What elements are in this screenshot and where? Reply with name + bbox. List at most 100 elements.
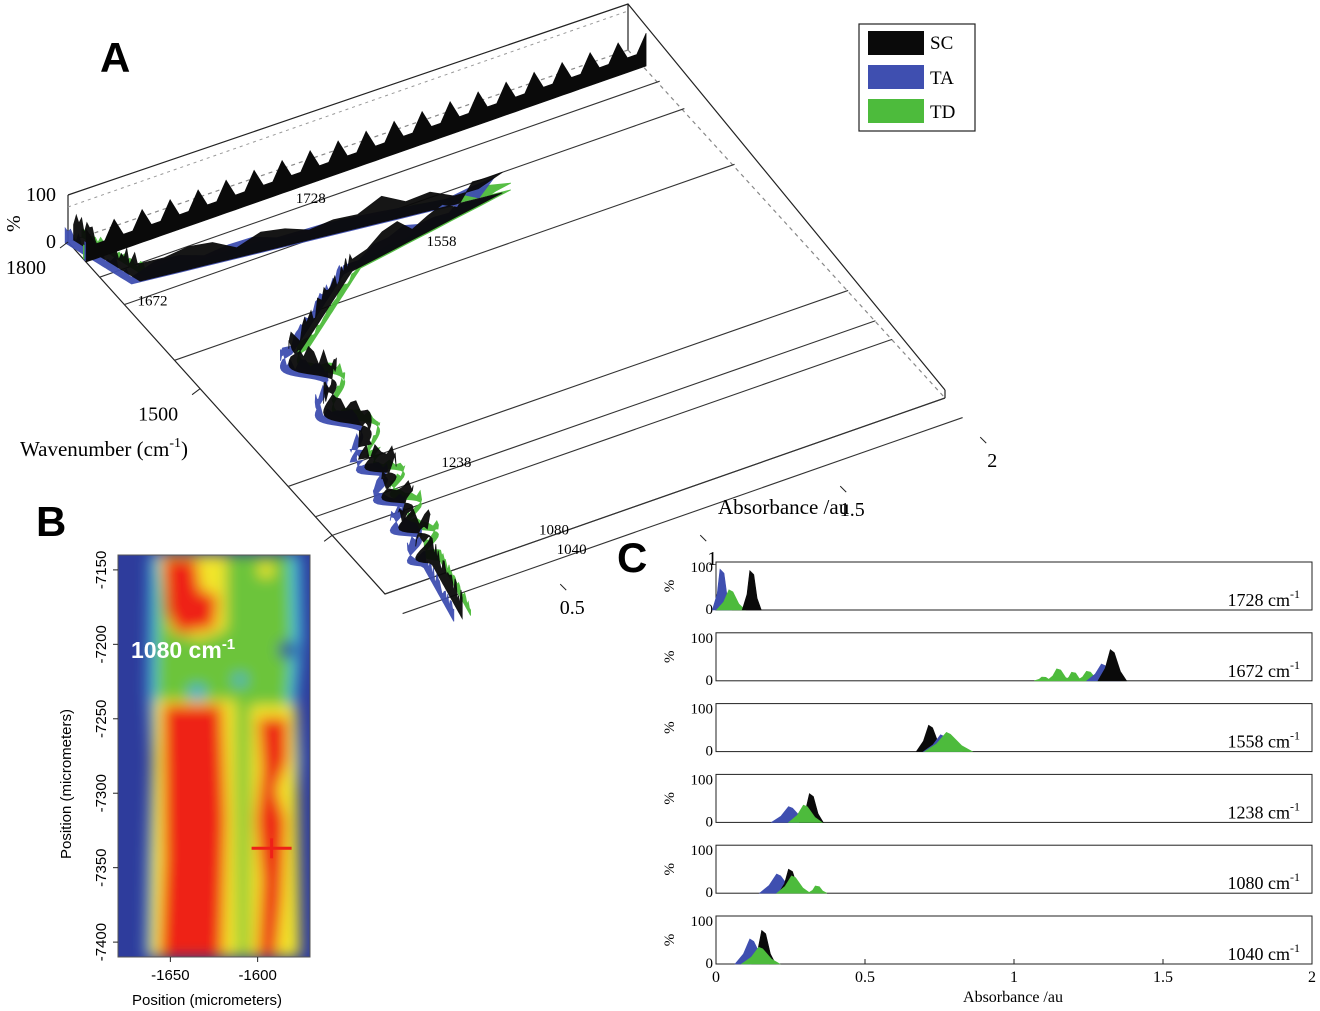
absorbance-tick (699, 534, 707, 542)
absorbance-tick-label: 1 (707, 548, 717, 570)
wavenumber-tick-label: 1500 (138, 404, 178, 426)
panel-c-y-tick-label: 100 (691, 914, 714, 930)
panel-a-peak-labels: 1728 1672 1558 1238 1080 1040 (137, 191, 586, 558)
peak-td (806, 885, 828, 894)
panel-c-row-label: 1040 cm-1 (1228, 941, 1301, 964)
heatmap-y-tick-label: -7150 (93, 551, 110, 589)
panel-c-row-label: 1672 cm-1 (1228, 658, 1301, 681)
heatmap-x-tick-label: -1600 (238, 967, 276, 984)
heatmap-x-axis-label: Position (micrometers) (132, 992, 282, 1009)
panel-c-row: 100 0% 1728 cm-1 (662, 560, 1313, 618)
wavenumber-tick (59, 241, 69, 249)
z-tick-label: 100 (26, 184, 56, 206)
heatmap-y-tick-label: -7400 (93, 923, 110, 961)
heatmap-speckle (234, 674, 246, 686)
absorbance-tick (979, 436, 987, 444)
panel-c-y-axis-label: % (662, 863, 678, 876)
panel-c-row: 100 0% 1558 cm-1 (662, 702, 1313, 760)
peak-label-1728: 1728 (296, 191, 326, 207)
heatmap-y-tick-label: -7350 (93, 848, 110, 886)
heatmap-speckle (189, 685, 205, 701)
peak-label-1238: 1238 (441, 455, 471, 471)
panel-c-y-tick-label: 100 (691, 702, 714, 718)
gridline-back-wall (67, 10, 629, 208)
heatmap-red-right (256, 718, 288, 957)
heatmap-frame (117, 554, 311, 958)
heatmap-speckle (279, 641, 297, 659)
peak-td (923, 732, 974, 752)
panel-c-row-frame (715, 844, 1313, 894)
panel-c-row-frame (715, 703, 1313, 753)
panel-b-heatmap: B (36, 498, 311, 1009)
legend-label-ta: TA (930, 68, 954, 89)
panel-c-rows: 100 0% 1728 cm-1 100 0% 1672 cm-1 100 0% 1558 cm… (662, 560, 1313, 972)
heatmap-marker (251, 838, 292, 859)
heatmap-image (118, 555, 310, 957)
box-right-floor-dashed (627, 49, 946, 399)
heatmap-speckle (258, 562, 274, 578)
heatmap-y-tick-label: -7300 (93, 774, 110, 812)
heatmap-red-left (160, 705, 226, 957)
gridline-1728 (99, 80, 660, 278)
panel-c-y-tick-label: 0 (706, 673, 714, 689)
absorbance-tick (839, 485, 847, 493)
panel-c-x-tick-label: 2 (1308, 969, 1316, 986)
panel-c-y-axis-label: % (662, 580, 678, 593)
percent-axis-label: % (3, 215, 25, 232)
heatmap-red-top (163, 558, 218, 634)
panel-c-letter: C (617, 534, 647, 581)
panel-c-row: 100 0% 1080 cm-1 (662, 843, 1313, 901)
legend-swatch-sc (868, 31, 924, 55)
absorbance-tick-label: 2 (987, 450, 997, 472)
spectrum-strip-td (81, 182, 511, 616)
box-floor-edges (67, 241, 946, 595)
wavenumber-tick (191, 388, 201, 396)
panel-c-y-tick-label: 100 (691, 560, 714, 576)
panel-c-row-label: 1080 cm-1 (1228, 870, 1301, 893)
peak-sc (741, 569, 762, 611)
legend-entry-td: TD (868, 99, 955, 123)
panel-c-y-tick-label: 100 (691, 843, 714, 859)
gridline-1200 (331, 338, 893, 536)
panel-c-x-ticks: 0 0.5 1 1.5 2 (712, 959, 1316, 986)
panel-c-y-tick-label: 0 (706, 814, 714, 830)
heatmap-ticks: -1650 -1600 -7150 -7200 -7250 -7300 -7350 -7400 (93, 551, 277, 984)
legend-swatch-td (868, 99, 924, 123)
panel-c-y-axis-label: % (662, 934, 678, 947)
legend-entry-ta: TA (868, 65, 954, 89)
heatmap-blobs (146, 555, 302, 957)
panel-c-row-label: 1728 cm-1 (1228, 587, 1301, 610)
panel-c-x-tick-label: 0 (712, 969, 720, 986)
wavenumber-tick-label: 1800 (6, 257, 46, 279)
gridline-1040 (402, 417, 963, 615)
box-back-floor-dashed (67, 49, 629, 243)
panel-c-row-frame (715, 632, 1313, 682)
legend: SC TA TD (858, 23, 976, 132)
panel-c-y-tick-label: 100 (691, 772, 714, 788)
panel-c-y-tick-label: 0 (706, 744, 714, 760)
panel-a-letter: A (100, 34, 130, 81)
panel-c-y-axis-label: % (662, 792, 678, 805)
panel-c-x-tick-label: 1.5 (1153, 969, 1173, 986)
legend-label-td: TD (930, 102, 955, 123)
gridline-1080 (384, 397, 946, 595)
panel-c-y-axis-label: % (662, 721, 678, 734)
panel-c-row: 100 0% 1040 cm-1 (662, 914, 1313, 972)
panel-c-y-tick-label: 0 (706, 602, 714, 618)
panel-c-row-frame (715, 915, 1313, 965)
panel-c-row-label: 1238 cm-1 (1228, 799, 1301, 822)
heatmap-annotation: 1080 cm-1 (131, 636, 235, 663)
legend-entry-sc: SC (868, 31, 953, 55)
peak-td (787, 804, 824, 823)
gridline-1558 (174, 163, 735, 361)
panel-c-y-axis-label: % (662, 651, 678, 664)
panel-c-x-tick-label: 1 (1010, 969, 1018, 986)
panel-c-row-label: 1558 cm-1 (1228, 729, 1301, 752)
panel-c-y-tick-label: 100 (691, 631, 714, 647)
panel-a-ticks: 10001800150012000.511.52 (6, 184, 997, 619)
heatmap-y-axis-label: Position (micrometers) (58, 709, 75, 859)
wavenumber-tick (323, 534, 333, 542)
legend-swatch-ta (868, 65, 924, 89)
